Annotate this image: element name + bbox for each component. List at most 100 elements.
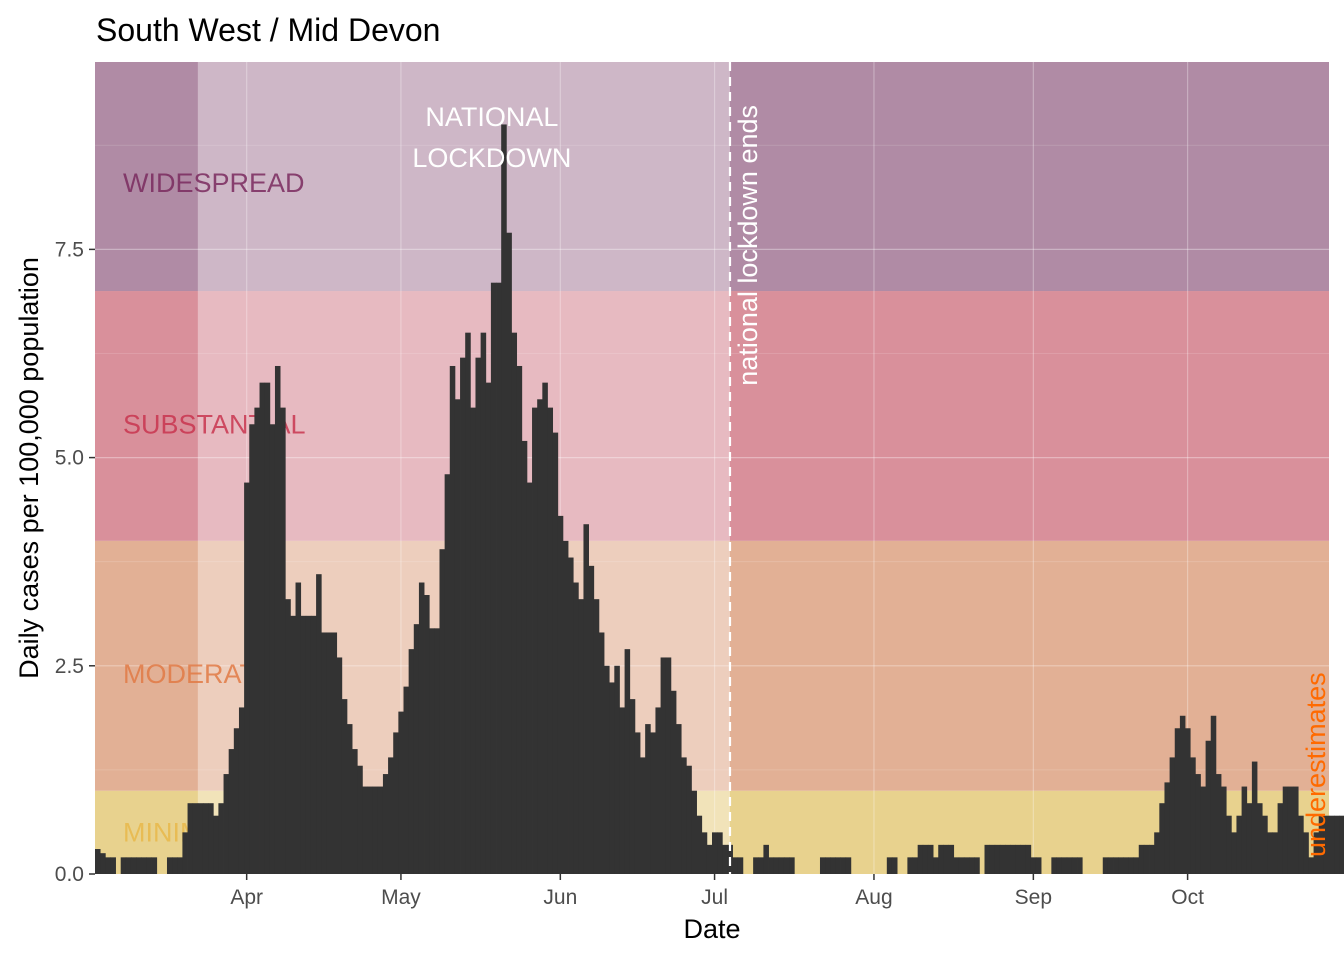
underestimates-label: underestimates [1301, 672, 1331, 857]
bar [208, 803, 214, 874]
bar [819, 857, 826, 874]
bar [681, 757, 687, 874]
bar [598, 632, 605, 874]
bar [223, 774, 230, 874]
bar [218, 803, 224, 874]
bar [434, 628, 440, 874]
x-tick-label: Oct [1171, 886, 1204, 909]
bar [578, 599, 584, 874]
bar [367, 786, 374, 874]
bar [783, 857, 790, 874]
bar [604, 665, 610, 874]
bar [655, 707, 661, 874]
bar [470, 407, 476, 874]
y-tick-label: 2.5 [55, 655, 84, 678]
y-axis-title: Daily cases per 100,000 population [14, 257, 44, 679]
bar [927, 844, 934, 874]
bar [1118, 857, 1124, 874]
bar [614, 665, 620, 874]
bar [249, 424, 255, 874]
bar [280, 407, 286, 874]
bar [1200, 786, 1206, 874]
bar [830, 857, 836, 874]
bar [1169, 757, 1176, 874]
bar [177, 857, 183, 874]
bar [460, 357, 466, 875]
bar [660, 657, 667, 874]
bar [172, 857, 178, 874]
bar [485, 382, 492, 874]
y-tick-label: 7.5 [55, 238, 84, 261]
band-widespread [95, 62, 1329, 292]
bar [701, 832, 708, 874]
bar [912, 857, 919, 874]
bar [1051, 857, 1057, 874]
bar [547, 407, 554, 874]
bar [1071, 857, 1078, 874]
x-tick-label: Sep [1015, 886, 1052, 909]
bar [100, 853, 106, 874]
bar [1185, 728, 1191, 874]
bar [917, 844, 924, 874]
band-substantial [95, 291, 1329, 541]
bar [125, 857, 132, 874]
bar [238, 707, 245, 874]
bar [490, 282, 497, 874]
bar [634, 732, 641, 874]
bar [691, 790, 697, 874]
bar [1107, 857, 1114, 874]
bar [197, 803, 204, 874]
bar [1221, 786, 1227, 874]
bar [521, 440, 528, 874]
bar [1128, 857, 1135, 874]
bar [290, 615, 296, 874]
bar [886, 857, 893, 874]
annotations: NATIONAL LOCKDOWN national lockdown ends un… [412, 62, 1331, 874]
bar [1339, 815, 1344, 874]
bar [963, 857, 970, 874]
bar [1061, 857, 1068, 874]
bar [1231, 832, 1237, 874]
bar [1282, 786, 1289, 874]
bar [763, 844, 769, 874]
bar [1215, 774, 1222, 874]
bar [907, 857, 913, 874]
bar [583, 524, 589, 874]
x-tick-label: Apr [230, 886, 263, 909]
bar [1303, 832, 1309, 874]
bar [1174, 728, 1181, 874]
bar [398, 711, 404, 874]
bar [274, 365, 281, 874]
bar [1149, 844, 1155, 874]
bar [933, 857, 939, 874]
bar [537, 399, 543, 874]
bar [1226, 815, 1232, 874]
bar [357, 765, 363, 874]
bar [1164, 782, 1171, 874]
bar [1025, 844, 1032, 874]
bar [526, 482, 533, 874]
bar [213, 815, 219, 874]
bar [552, 432, 559, 874]
chart-title: South West / Mid Devon [96, 12, 440, 48]
lockdown-label-line: NATIONAL [425, 102, 558, 132]
bar [130, 857, 137, 874]
bar [706, 844, 713, 874]
bar [321, 632, 327, 874]
y-tick-label: 0.0 [55, 863, 84, 886]
bar [1015, 844, 1021, 874]
bar [146, 857, 152, 874]
bar [1241, 786, 1248, 874]
bar [326, 632, 332, 874]
bar [1077, 857, 1083, 874]
bar [1267, 832, 1273, 874]
bar [542, 382, 548, 874]
bar [670, 690, 677, 874]
bar [1246, 803, 1253, 874]
bar [640, 757, 646, 874]
bar [1138, 844, 1145, 874]
bar [393, 732, 399, 874]
bar [1113, 857, 1119, 874]
bar [1010, 844, 1016, 874]
x-tick-label: Jun [543, 886, 577, 909]
